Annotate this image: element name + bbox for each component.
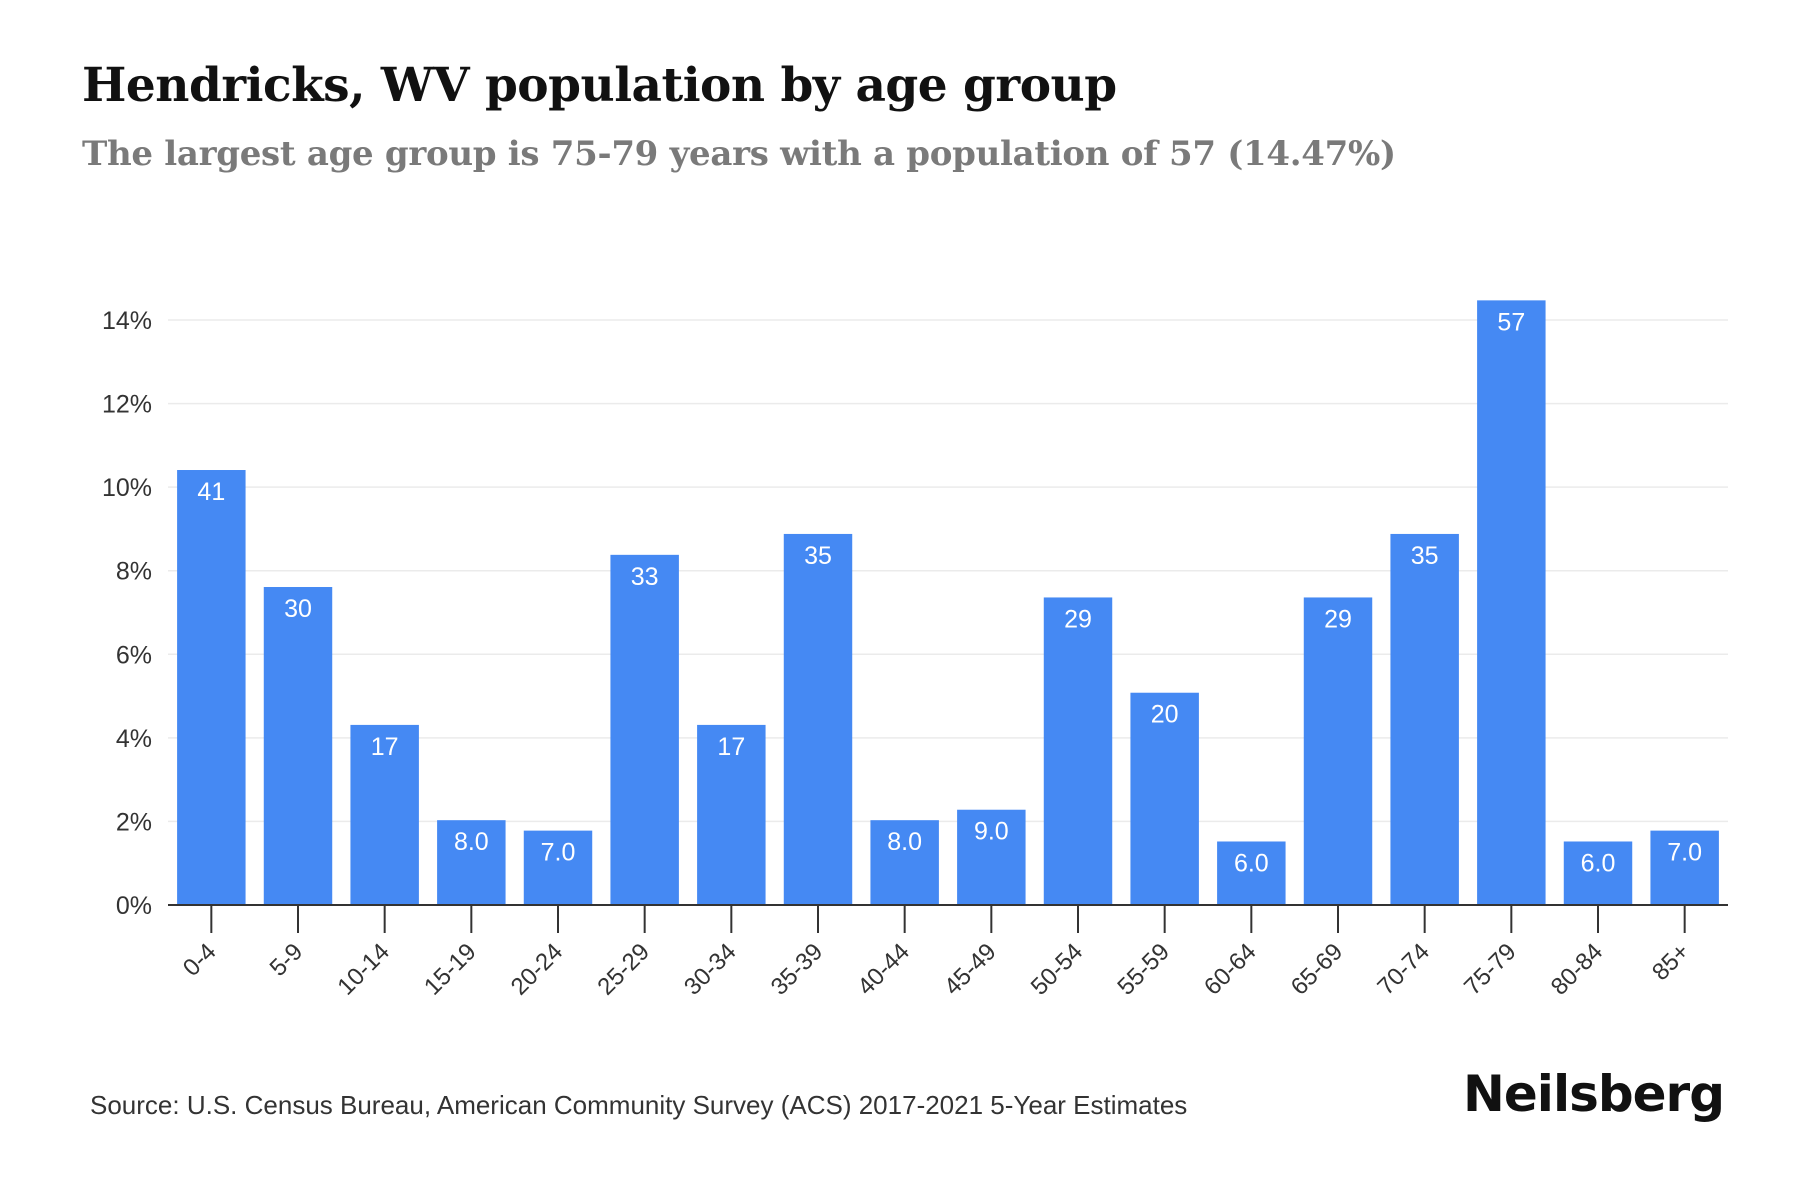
- y-tick-label: 2%: [116, 808, 152, 836]
- x-tick-label: 65-69: [1286, 938, 1349, 1001]
- x-tick-label: 55-59: [1112, 938, 1175, 1001]
- bar: [870, 820, 939, 905]
- bar: [523, 830, 593, 905]
- x-tick-label: 15-19: [419, 938, 482, 1001]
- bar: [177, 470, 246, 905]
- bar: [1477, 300, 1546, 905]
- x-tick-label: 25-29: [592, 938, 655, 1001]
- chart-title: Hendricks, WV population by age group: [82, 58, 1117, 113]
- x-tick-label: 70-74: [1372, 938, 1435, 1001]
- bar-data-label: 29: [1324, 605, 1352, 633]
- y-tick-label: 6%: [116, 641, 152, 669]
- bar-data-label: 41: [197, 478, 225, 506]
- bar-data-label: 29: [1064, 605, 1092, 633]
- bar-data-label: 17: [371, 733, 399, 761]
- bar: [437, 820, 506, 905]
- x-tick-label: 5-9: [265, 938, 309, 982]
- y-axis-ticks: 0% 2% 4% 6% 8% 10% 12% 14%: [102, 307, 152, 920]
- x-tick-label: 35-39: [766, 938, 829, 1001]
- x-axis: 0-4 5-9 10-14 15-19 20-24 25-29 30-34 35-39 40-4…: [168, 904, 1728, 1001]
- bar-data-label: 8.0: [454, 828, 489, 856]
- x-tick-label: 75-79: [1459, 938, 1522, 1001]
- bar: [957, 809, 1026, 905]
- x-tick-label: 20-24: [506, 938, 569, 1001]
- x-tick-label: 0-4: [178, 938, 222, 982]
- bar-data-label: 33: [631, 563, 659, 591]
- chart-subtitle: The largest age group is 75-79 years wit…: [82, 134, 1396, 174]
- bar-data-label: 6.0: [1581, 849, 1616, 877]
- y-tick-label: 14%: [102, 307, 152, 335]
- bar: [1650, 830, 1719, 905]
- gridlines: [168, 319, 1728, 823]
- x-tick-label: 60-64: [1199, 938, 1262, 1001]
- bar: [1130, 692, 1199, 905]
- y-tick-label: 10%: [102, 474, 152, 502]
- x-tick-label: 85+: [1647, 938, 1695, 986]
- x-tick-label: 30-34: [679, 938, 742, 1001]
- bar-data-label: 30: [284, 595, 312, 623]
- x-tick-label: 45-49: [939, 938, 1002, 1001]
- bars: 41 30 17 8.0 7.0 33 17 35 8.0 9.0 29 20 6.0 29 35 57 6.0…: [177, 300, 1719, 905]
- bar: [1303, 597, 1373, 905]
- bar-data-label: 17: [717, 733, 745, 761]
- bar: [610, 554, 679, 905]
- bar-data-label: 57: [1497, 308, 1525, 336]
- y-tick-label: 8%: [116, 558, 152, 586]
- bar: [697, 724, 766, 905]
- bar: [1390, 533, 1459, 905]
- bar: [350, 724, 419, 905]
- bar-data-label: 35: [1411, 542, 1439, 570]
- source-note: Source: U.S. Census Bureau, American Com…: [90, 1090, 1188, 1120]
- bar-data-label: 35: [804, 542, 832, 570]
- brand-logo: Neilsberg: [1463, 1065, 1725, 1123]
- bar-data-label: 9.0: [974, 818, 1009, 846]
- bar: [1563, 841, 1633, 905]
- y-tick-label: 0%: [116, 892, 152, 920]
- bar: [783, 533, 853, 905]
- y-tick-label: 12%: [102, 391, 152, 419]
- x-tick-label: 80-84: [1546, 938, 1609, 1001]
- bar: [263, 587, 333, 905]
- bar-data-label: 20: [1151, 701, 1179, 729]
- y-tick-label: 4%: [116, 725, 152, 753]
- bar-data-label: 7.0: [541, 839, 576, 867]
- bar-data-label: 7.0: [1667, 839, 1702, 867]
- bar-data-label: 6.0: [1234, 849, 1269, 877]
- bar-data-label: 8.0: [887, 828, 922, 856]
- bar: [1217, 841, 1286, 905]
- x-tick-label: 50-54: [1026, 938, 1089, 1001]
- x-tick-label: 40-44: [852, 938, 915, 1001]
- x-tick-label: 10-14: [332, 938, 395, 1001]
- bar: [1043, 597, 1113, 905]
